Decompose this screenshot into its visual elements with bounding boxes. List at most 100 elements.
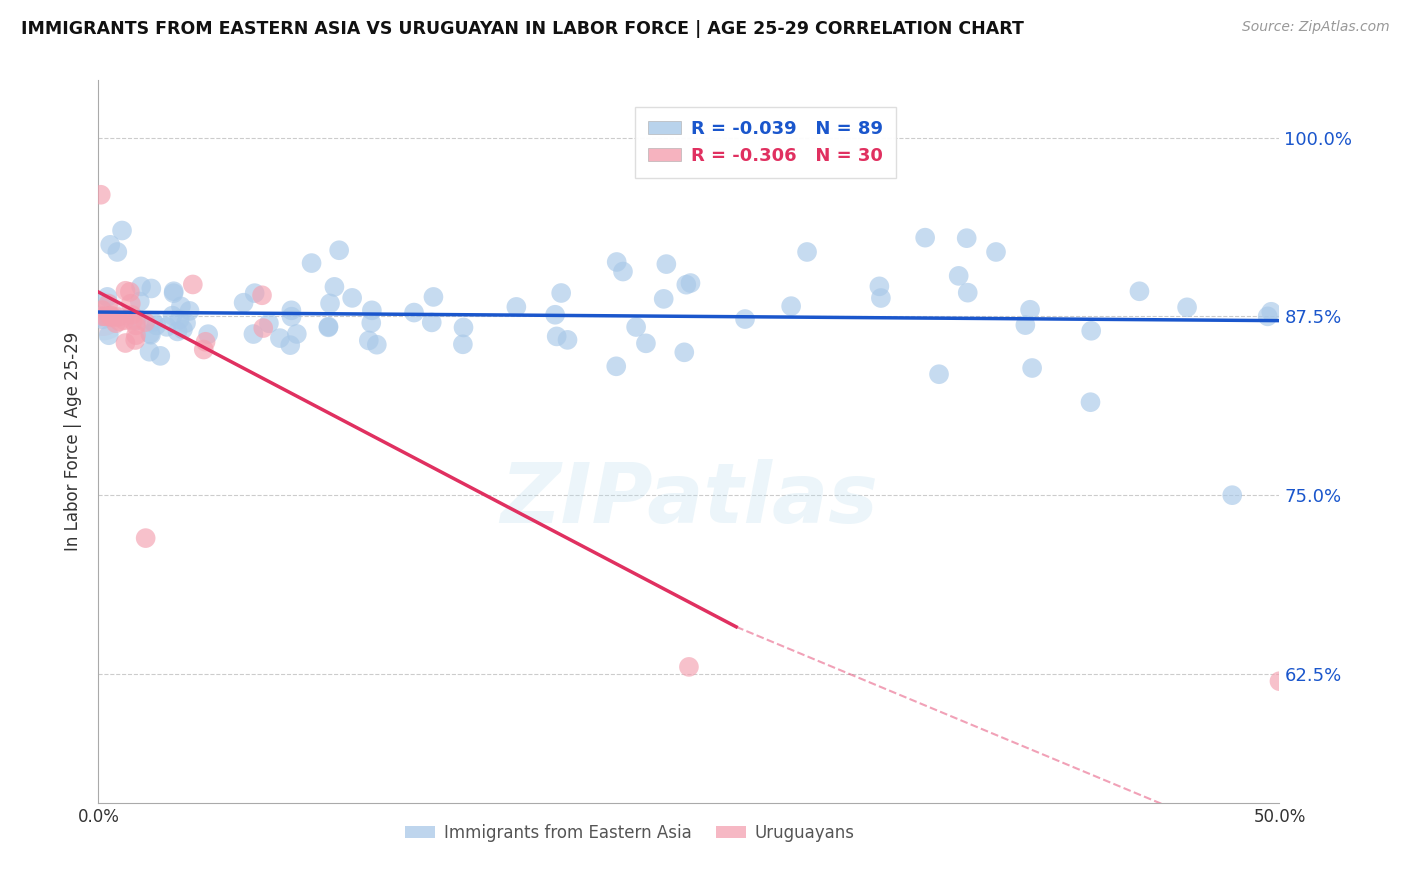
Point (162, 309, 184, 323)
Point (162, 286, 184, 301)
Point (357, 334, 380, 348)
Point (269, 331, 291, 345)
Point (104, 316, 127, 330)
Point (149, 349, 172, 363)
Point (451, 337, 474, 351)
Point (250, 288, 273, 302)
Point (402, 305, 425, 319)
Point (242, 326, 264, 341)
Point (257, 316, 280, 330)
Point (90, 310, 112, 324)
Point (956, 231, 979, 245)
Point (278, 338, 301, 352)
Point (550, 285, 572, 300)
Point (1080, 324, 1102, 338)
Point (91, 303, 114, 318)
Point (914, 230, 936, 244)
Point (97, 297, 120, 311)
Point (125, 328, 148, 343)
Point (679, 276, 702, 290)
Point (544, 308, 567, 322)
Y-axis label: In Labor Force | Age 25-29: In Labor Force | Age 25-29 (65, 332, 83, 551)
Point (366, 337, 388, 351)
Point (956, 285, 979, 300)
Point (101, 310, 124, 325)
Point (142, 315, 165, 329)
Point (108, 314, 131, 328)
Point (673, 345, 696, 359)
Text: ZIPatlas: ZIPatlas (501, 458, 877, 540)
Point (624, 320, 647, 334)
Point (678, 660, 700, 674)
Point (319, 296, 342, 310)
Point (114, 284, 136, 298)
Point (1268, 674, 1291, 689)
Point (318, 319, 340, 334)
Point (129, 279, 152, 293)
Point (232, 295, 254, 310)
Point (98, 310, 121, 324)
Point (984, 244, 1007, 259)
Point (420, 315, 443, 329)
Point (1257, 310, 1279, 324)
Point (169, 312, 191, 326)
Point (120, 296, 142, 310)
Point (301, 256, 323, 270)
Point (280, 310, 302, 324)
Point (285, 326, 308, 341)
Point (340, 291, 363, 305)
Point (928, 368, 950, 382)
Point (181, 277, 204, 292)
Point (328, 244, 350, 258)
Point (121, 314, 143, 328)
Point (546, 329, 568, 343)
Point (107, 310, 129, 324)
Point (655, 257, 678, 271)
Point (197, 327, 219, 342)
Point (90, 187, 112, 202)
Point (163, 285, 186, 299)
Point (94, 310, 117, 324)
Point (121, 308, 143, 322)
Legend: Immigrants from Eastern Asia, Uruguayans: Immigrants from Eastern Asia, Uruguayans (398, 817, 862, 848)
Point (91, 310, 114, 324)
Point (280, 303, 302, 318)
Text: IMMIGRANTS FROM EASTERN ASIA VS URUGUAYAN IN LABOR FORCE | AGE 25-29 CORRELATION: IMMIGRANTS FROM EASTERN ASIA VS URUGUAYA… (21, 20, 1024, 37)
Point (134, 315, 156, 329)
Point (97, 328, 120, 343)
Point (870, 291, 893, 305)
Point (252, 321, 274, 335)
Point (166, 325, 188, 339)
Point (145, 318, 167, 333)
Point (91, 310, 114, 324)
Point (422, 290, 444, 304)
Point (194, 334, 217, 349)
Point (156, 319, 179, 334)
Point (1128, 285, 1150, 299)
Point (172, 322, 194, 336)
Text: Source: ZipAtlas.com: Source: ZipAtlas.com (1241, 20, 1389, 34)
Point (100, 309, 122, 323)
Point (141, 281, 163, 295)
Point (360, 303, 382, 318)
Point (606, 255, 628, 269)
Point (193, 343, 215, 357)
Point (948, 268, 970, 283)
Point (634, 336, 657, 351)
Point (557, 333, 579, 347)
Point (780, 299, 803, 313)
Point (675, 277, 697, 292)
Point (174, 316, 197, 330)
Point (91, 312, 114, 326)
Point (114, 336, 136, 351)
Point (652, 292, 675, 306)
Point (1021, 361, 1043, 376)
Point (96, 290, 118, 304)
Point (243, 286, 266, 301)
Point (139, 327, 162, 342)
Point (453, 320, 475, 334)
Point (91, 310, 114, 324)
Point (1080, 395, 1102, 409)
Point (868, 279, 890, 293)
Point (505, 300, 527, 314)
